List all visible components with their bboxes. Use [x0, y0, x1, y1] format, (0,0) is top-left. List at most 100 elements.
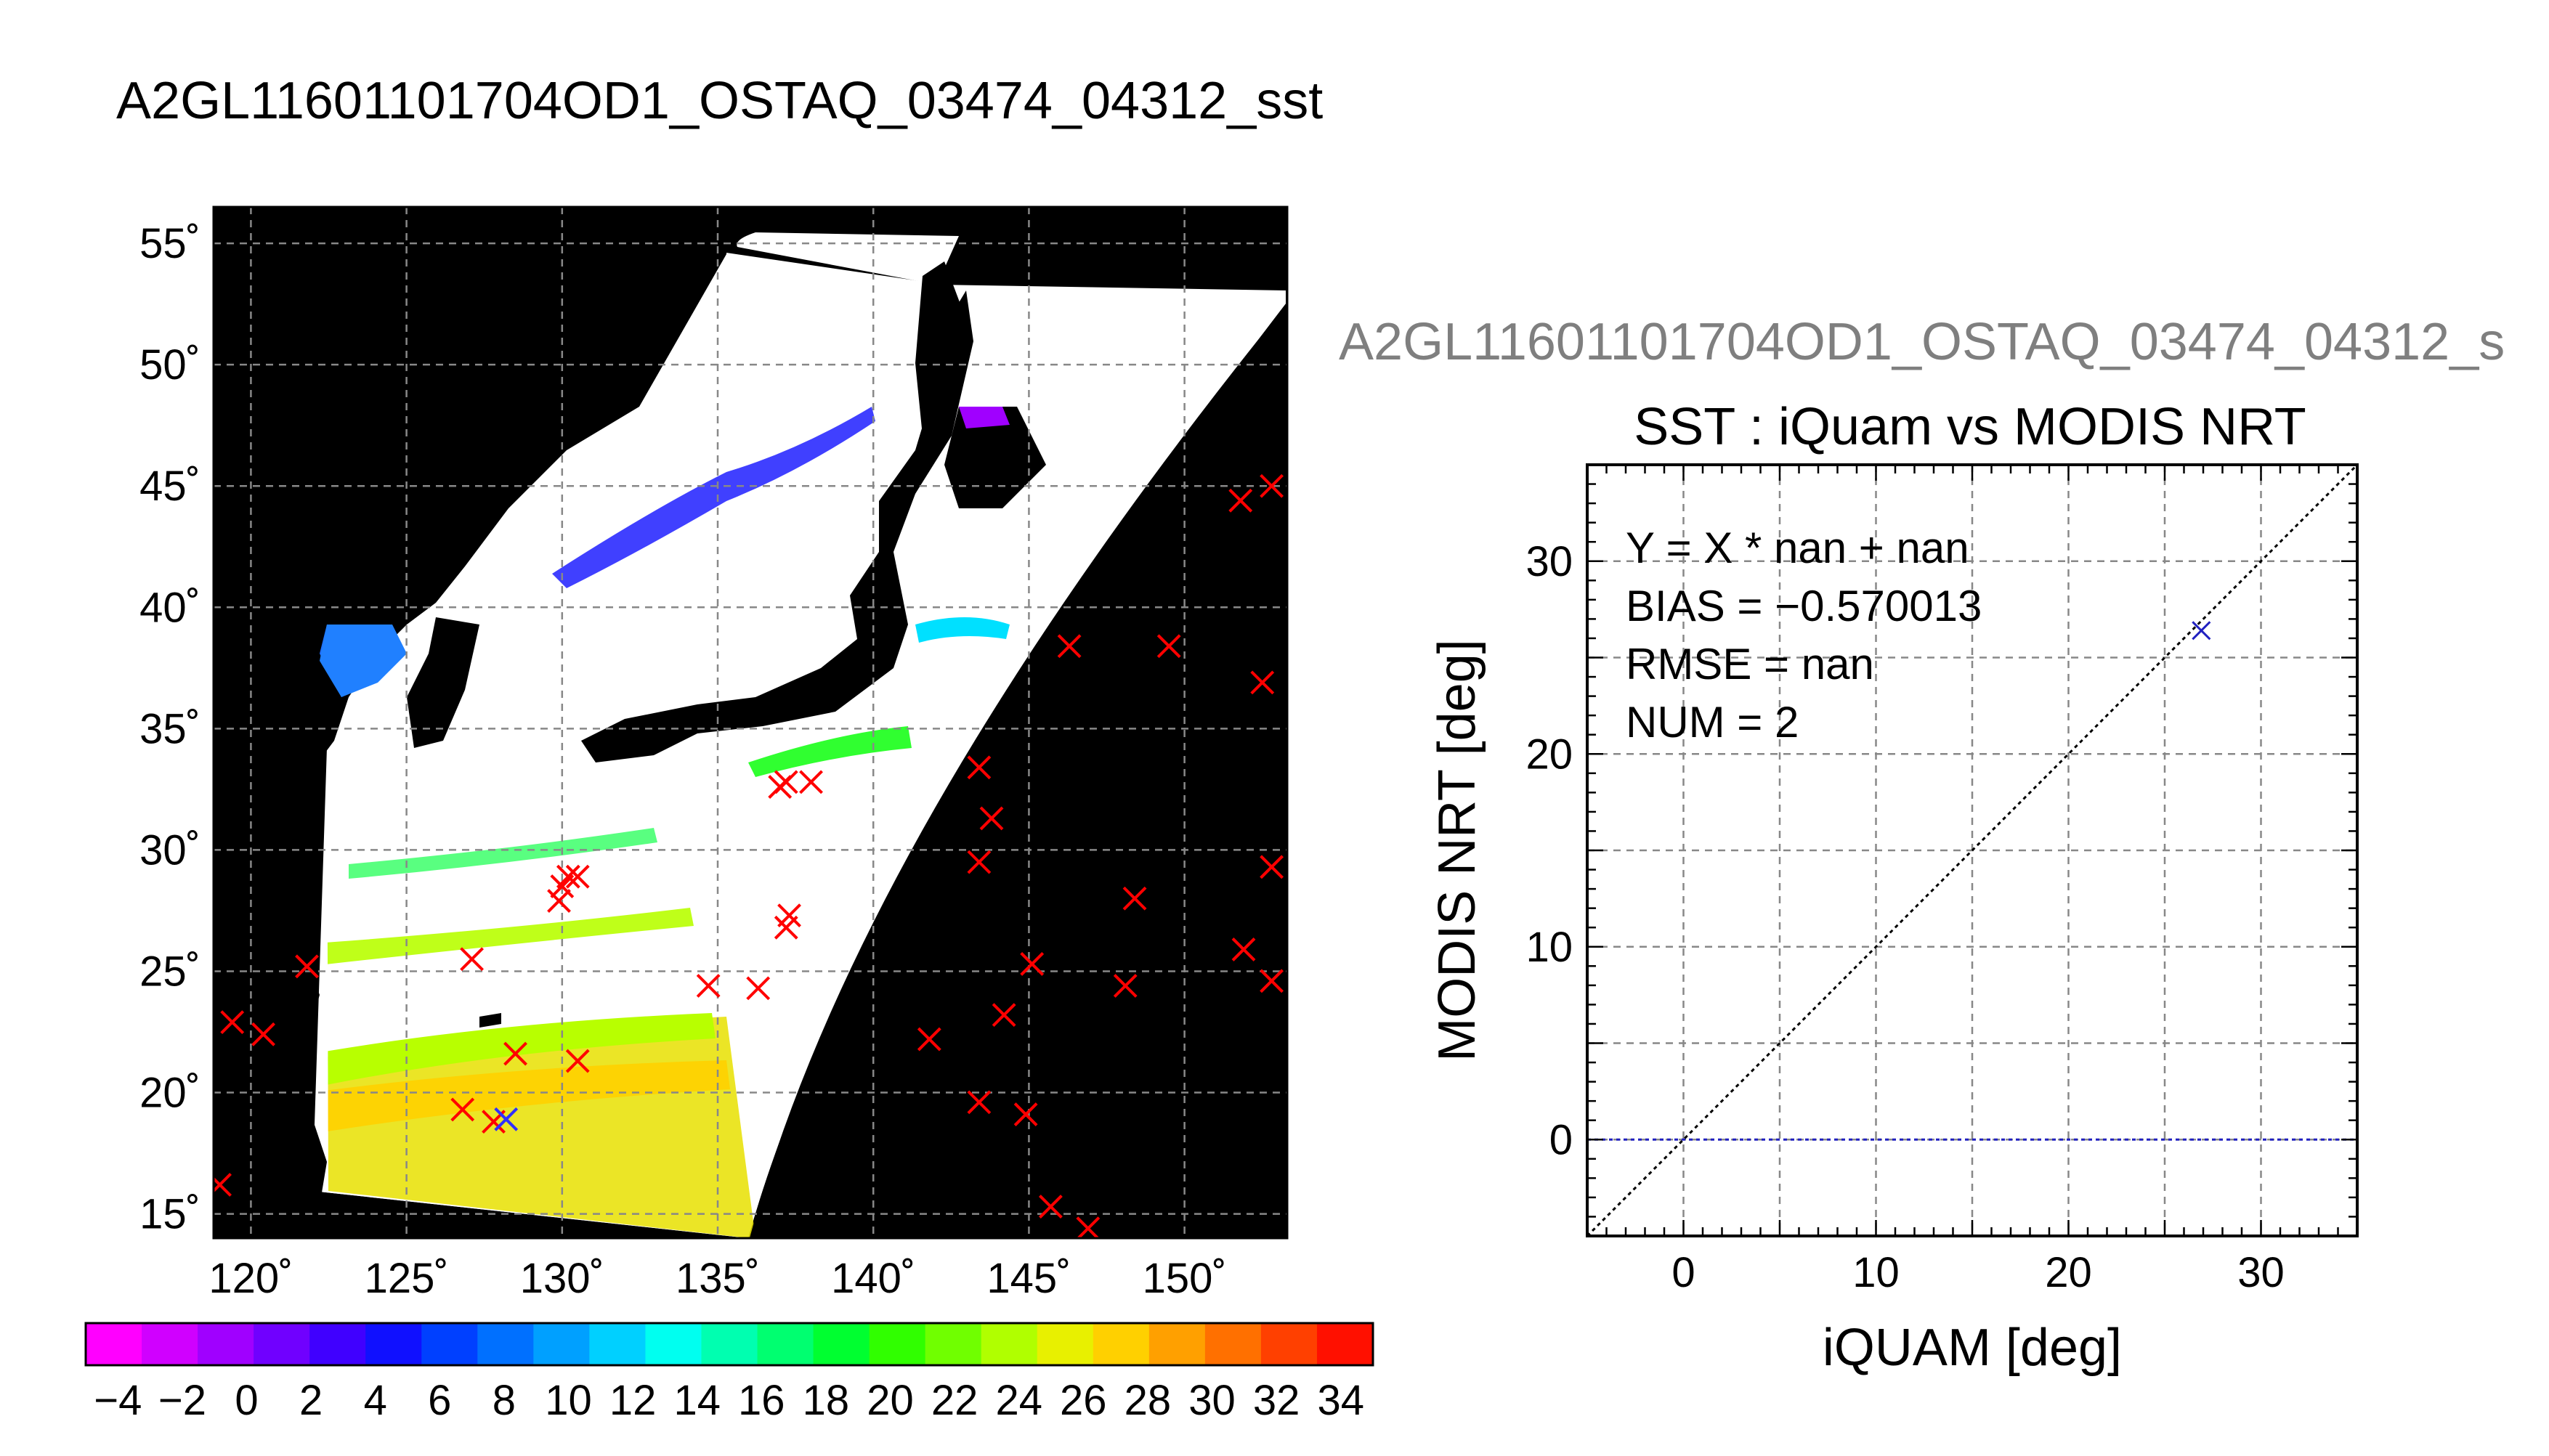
map-x-tick-label: 135˚	[676, 1255, 760, 1302]
map-marker-red	[1020, 952, 1045, 976]
colorbar-cell	[1148, 1323, 1206, 1365]
colorbar-tick-label: 32	[1253, 1377, 1300, 1424]
colorbar-cells	[86, 1323, 1374, 1365]
scatter-x-tick-label: 10	[1852, 1249, 1900, 1296]
map-marker-red	[547, 889, 571, 913]
map-x-tick-label: 145˚	[986, 1255, 1071, 1302]
colorbar-tick-label: 12	[609, 1377, 657, 1424]
map-marker-red	[565, 1049, 590, 1073]
map-marker-red	[1250, 670, 1275, 695]
map-x-tick-label: 120˚	[208, 1255, 293, 1302]
map-grid	[214, 207, 1287, 1238]
map-marker-red	[251, 1022, 275, 1046]
colorbar-cell	[925, 1323, 982, 1365]
colorbar-cell	[365, 1323, 422, 1365]
sst-strip-kuroshio	[748, 726, 912, 777]
scatter-x-axis-label: iQUAM [deg]	[1823, 1319, 2122, 1377]
colorbar-tick-label: 34	[1317, 1377, 1364, 1424]
map-y-tick-label: 25˚	[139, 948, 200, 995]
map-marker-red	[696, 974, 721, 998]
map-x-tick-labels: 120˚ 125˚ 130˚ 135˚ 140˚ 145˚ 150˚	[208, 1255, 1226, 1302]
map-marker-red	[1013, 1102, 1038, 1127]
sst-strip-east	[915, 617, 1010, 643]
map-marker-red	[992, 1003, 1016, 1028]
colorbar-cell	[142, 1323, 198, 1365]
map-marker-red	[1156, 634, 1181, 659]
colorbar-tick-label: 18	[803, 1377, 850, 1424]
scatter-panel: A2GL11601101704OD1_OSTAQ_03474_04312_s S…	[1339, 313, 2505, 1377]
colorbar-tick-label: 4	[364, 1377, 387, 1424]
colorbar-cell	[1093, 1323, 1150, 1365]
map-y-tick-label: 30˚	[139, 826, 200, 874]
map-panel: 120˚ 125˚ 130˚ 135˚ 140˚ 145˚ 150˚ 15˚ 20˚ 25˚ 30…	[139, 206, 1289, 1302]
map-marker-red	[1260, 473, 1284, 498]
map-x-tick-label: 125˚	[365, 1255, 449, 1302]
colorbar-tick-label: 30	[1188, 1377, 1236, 1424]
map-frame	[212, 206, 1289, 1240]
colorbar-cell	[589, 1323, 647, 1365]
scatter-stat-line: BIAS = −0.570013	[1626, 582, 1982, 630]
map-marker-red	[565, 864, 590, 889]
scatter-x-tick-labels: 0 10 20 30	[1671, 1249, 2284, 1296]
sst-yellow-sea	[320, 625, 407, 697]
map-marker-red	[460, 947, 484, 972]
colorbar-cell	[1316, 1323, 1374, 1365]
colorbar-tick-label: 28	[1124, 1377, 1172, 1424]
map-y-tick-label: 45˚	[139, 463, 200, 510]
colorbar-tick-labels: −4 −2 0 2 4 6 8 10 12 14 16 18 20 22 24 26 28 30 32 34	[94, 1377, 1364, 1424]
scatter-stat-line: RMSE = nan	[1626, 640, 1874, 688]
map-marker-red	[768, 775, 793, 799]
map-x-tick-label: 150˚	[1143, 1255, 1227, 1302]
colorbar-tick-label: 20	[867, 1377, 914, 1424]
scatter-stats: Y = X * nan + nan BIAS = −0.570013 RMSE = …	[1626, 524, 1982, 747]
colorbar-cell	[309, 1323, 366, 1365]
colorbar-cell	[86, 1323, 142, 1365]
scatter-stat-line: Y = X * nan + nan	[1626, 524, 1969, 572]
map-marker-red	[1260, 855, 1284, 879]
map-marker-red	[967, 850, 992, 874]
map-marker-red	[295, 954, 319, 979]
scatter-title: SST : iQuam vs MODIS NRT	[1634, 398, 2306, 456]
scatter-minor-ticks	[1587, 465, 2357, 1236]
map-marker-red	[503, 1041, 527, 1066]
colorbar-cell	[533, 1323, 590, 1365]
scatter-y-tick-labels: 0 10 20 30	[1525, 538, 1573, 1164]
colorbar-tick-label: −4	[94, 1377, 142, 1424]
main-title: A2GL11601101704OD1_OSTAQ_03474_04312_sst	[116, 72, 1323, 130]
colorbar-cell	[421, 1323, 478, 1365]
map-marker-red	[1038, 1195, 1063, 1219]
satellite-swath	[312, 253, 1286, 1238]
map-marker-red	[967, 1090, 992, 1115]
colorbar-tick-label: 2	[299, 1377, 323, 1424]
colorbar-tick-label: 10	[545, 1377, 592, 1424]
map-marker-red	[799, 770, 823, 794]
scatter-x-tick-label: 30	[2237, 1249, 2285, 1296]
map-y-tick-label: 35˚	[139, 705, 200, 752]
map-marker-red	[220, 1010, 245, 1035]
colorbar-frame	[84, 1322, 1374, 1367]
colorbar-cell	[701, 1323, 758, 1365]
map-marker-blue	[494, 1107, 519, 1131]
colorbar-cell	[981, 1323, 1038, 1365]
scatter-y-tick-label: 0	[1549, 1116, 1573, 1163]
map-marker-red	[1260, 969, 1284, 993]
scatter-point	[2192, 621, 2211, 640]
map-x-tick-label: 130˚	[520, 1255, 604, 1302]
map-y-tick-label: 55˚	[139, 220, 200, 267]
map-y-tick-label: 15˚	[139, 1191, 200, 1238]
map-marker-red	[979, 806, 1004, 831]
map-y-tick-labels: 15˚ 20˚ 25˚ 30˚ 35˚ 40˚ 45˚ 50˚ 55˚	[139, 220, 200, 1237]
map-marker-red	[1122, 886, 1147, 911]
identity-line	[1586, 463, 2359, 1237]
colorbar-cell	[757, 1323, 814, 1365]
colorbar: −4 −2 0 2 4 6 8 10 12 14 16 18 20 22 24 26 28 30 32 34	[84, 1322, 1374, 1424]
colorbar-tick-label: 24	[995, 1377, 1042, 1424]
sst-strip-hokkaido	[959, 407, 1010, 428]
colorbar-cell	[1260, 1323, 1318, 1365]
colorbar-tick-label: 14	[673, 1377, 721, 1424]
colorbar-tick-label: 6	[428, 1377, 451, 1424]
sst-strip-north	[552, 407, 875, 588]
map-marker-red	[1113, 974, 1138, 998]
colorbar-cell	[869, 1323, 926, 1365]
